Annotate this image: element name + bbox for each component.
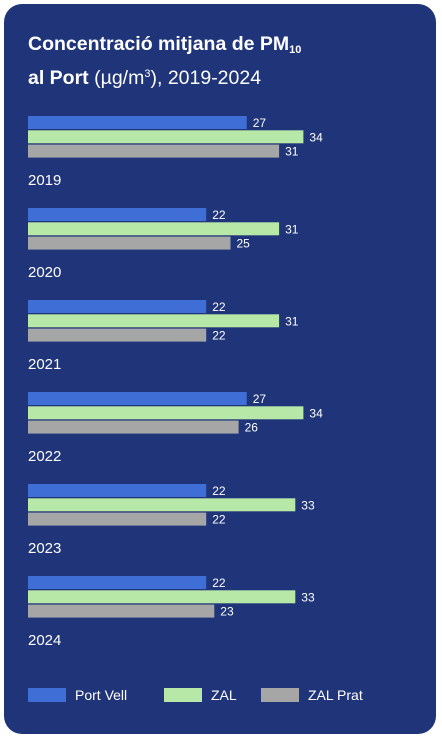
category-label-2021: 2021: [28, 356, 61, 373]
title-main-line2: al Port: [28, 67, 89, 89]
data-label: 33: [301, 590, 315, 604]
category-label-2024: 2024: [28, 632, 61, 649]
data-label: 22: [212, 513, 226, 527]
bar-2020-port-vell: [28, 208, 207, 221]
data-label: 34: [309, 130, 323, 144]
bar-2019-zal: [28, 130, 304, 144]
title-superscript: 3: [144, 68, 151, 80]
category-label-2019: 2019: [28, 172, 61, 189]
legend-swatch-port-vell: [28, 688, 66, 702]
data-label: 22: [212, 329, 226, 343]
bar-2022-zal-prat: [28, 420, 239, 434]
category-label-2023: 2023: [28, 540, 61, 557]
chart-title: Concentració mitjana de PM10 al Port (µg/…: [28, 32, 418, 90]
data-label: 31: [285, 145, 299, 159]
data-label: 31: [285, 314, 299, 328]
data-label: 22: [212, 300, 226, 314]
bar-2020-zal: [28, 222, 280, 236]
data-label: 23: [220, 605, 234, 619]
bar-2019-port-vell: [28, 116, 247, 129]
bar-2022-port-vell: [28, 392, 247, 405]
bar-2024-zal: [28, 590, 296, 604]
legend-label-port-vell: Port Vell: [75, 687, 127, 703]
data-label: 26: [245, 421, 259, 435]
data-label: 33: [301, 498, 315, 512]
data-label: 22: [212, 576, 226, 590]
bar-2023-zal-prat: [28, 512, 207, 526]
bar-2021-port-vell: [28, 300, 207, 313]
data-label: 22: [212, 484, 226, 498]
legend-label-zal-prat: ZAL Prat: [308, 687, 363, 703]
bar-2023-port-vell: [28, 484, 207, 497]
legend-label-zal: ZAL: [211, 687, 237, 703]
data-label: 27: [253, 116, 267, 130]
data-label: 34: [309, 406, 323, 420]
bar-2020-zal-prat: [28, 236, 231, 250]
title-subscript: 10: [289, 44, 302, 56]
bar-2024-zal-prat: [28, 604, 215, 618]
bar-2024-port-vell: [28, 576, 207, 589]
bar-2022-zal: [28, 406, 304, 420]
legend-swatch-zal: [164, 688, 202, 702]
bar-2021-zal: [28, 314, 280, 328]
data-label: 31: [285, 222, 299, 236]
category-label-2022: 2022: [28, 448, 61, 465]
data-label: 27: [253, 392, 267, 406]
bar-2023-zal: [28, 498, 296, 512]
title-main: Concentració mitjana de PM: [28, 33, 290, 55]
bar-2019-zal-prat: [28, 144, 280, 158]
legend-swatch-zal-prat: [261, 688, 299, 702]
bar-2021-zal-prat: [28, 328, 207, 342]
data-label: 22: [212, 208, 226, 222]
data-label: 25: [237, 237, 251, 251]
title-unit: (µg/m3), 2019-2024: [94, 67, 262, 89]
category-label-2020: 2020: [28, 264, 61, 281]
